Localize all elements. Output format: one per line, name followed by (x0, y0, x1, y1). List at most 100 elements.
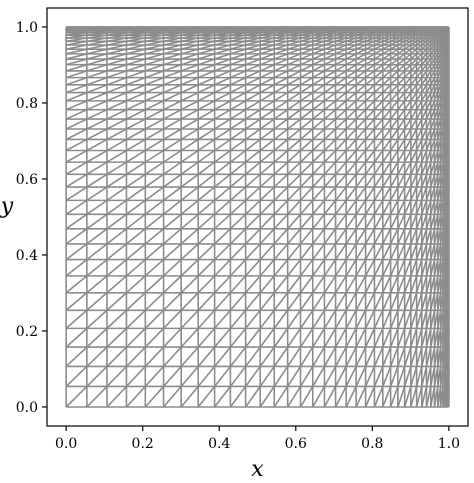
mesh-diagonal-edge (197, 173, 216, 188)
mesh-diagonal-edge (444, 174, 448, 188)
mesh-diagonal-edge (373, 186, 384, 201)
mesh-diagonal-edge (439, 200, 444, 215)
mesh-diagonal-edge (86, 309, 108, 329)
mesh-diagonal-edge (66, 34, 87, 39)
mesh-diagonal-edge (444, 70, 448, 78)
mesh-diagonal-edge (324, 58, 336, 66)
mesh-diagonal-edge (429, 214, 436, 230)
mesh-diagonal-edge (274, 37, 288, 43)
mesh-diagonal-edge (444, 118, 448, 130)
mesh-diagonal-edge (334, 366, 347, 387)
mesh-diagonal-edge (300, 76, 314, 86)
mesh-diagonal-edge (433, 310, 439, 329)
mesh-diagonal-edge (444, 30, 448, 34)
mesh-diagonal-edge (334, 173, 347, 188)
mesh-diagonal-edge (335, 32, 347, 36)
mesh-diagonal-edge (197, 109, 216, 120)
mesh-diagonal-edge (439, 53, 444, 60)
mesh-diagonal-edge (300, 48, 314, 55)
mesh-diagonal-edge (106, 28, 127, 32)
mesh-diagonal-edge (421, 48, 428, 55)
mesh-diagonal-edge (245, 138, 261, 152)
y-tick-label: 0.2 (16, 324, 38, 340)
mesh-diagonal-edge (373, 173, 384, 188)
mesh-diagonal-edge (273, 48, 288, 55)
mesh-diagonal-edge (197, 275, 216, 294)
mesh-diagonal-edge (433, 77, 439, 86)
mesh-diagonal-edge (410, 118, 418, 130)
mesh-diagonal-edge (365, 70, 375, 79)
mesh-diagonal-edge (373, 228, 384, 245)
mesh-diagonal-edge (274, 32, 288, 36)
mesh-diagonal-edge (397, 109, 406, 120)
mesh-diagonal-edge (439, 128, 444, 140)
mesh-diagonal-edge (334, 228, 347, 245)
mesh-diagonal-edge (163, 37, 182, 43)
mesh-diagonal-edge (365, 28, 375, 32)
mesh-diagonal-edge (421, 32, 427, 36)
mesh-diagonal-edge (145, 44, 164, 50)
mesh-diagonal-edge (365, 40, 375, 46)
mesh-diagonal-edge (345, 186, 357, 201)
mesh-diagonal-edge (439, 92, 444, 102)
mesh-diagonal-edge (65, 292, 88, 311)
mesh-diagonal-edge (382, 32, 391, 36)
mesh-diagonal-edge (299, 309, 314, 329)
mesh-diagonal-edge (126, 37, 146, 43)
mesh-diagonal-edge (144, 91, 164, 102)
mesh-diagonal-edge (436, 214, 442, 229)
mesh-diagonal-edge (299, 128, 314, 141)
mesh-diagonal-edge (421, 228, 428, 245)
mesh-diagonal-edge (106, 138, 127, 152)
mesh-diagonal-edge (66, 37, 87, 43)
mesh-diagonal-edge (397, 243, 406, 260)
mesh-diagonal-edge (397, 84, 406, 94)
mesh-diagonal-edge (433, 118, 439, 130)
mesh-diagonal-edge (345, 173, 357, 188)
mesh-diagonal-edge (197, 292, 216, 311)
mesh-diagonal-edge (126, 100, 146, 111)
mesh-diagonal-edge (312, 28, 325, 32)
mesh-diagonal-edge (214, 44, 231, 50)
mesh-diagonal-edge (433, 58, 439, 66)
mesh-diagonal-edge (415, 70, 423, 79)
mesh-diagonal-edge (445, 44, 449, 50)
mesh-diagonal-edge (425, 200, 432, 215)
mesh-diagonal-edge (125, 186, 146, 202)
mesh-diagonal-edge (365, 27, 375, 31)
mesh-diagonal-edge (425, 128, 432, 140)
mesh-diagonal-edge (365, 48, 375, 55)
mesh-diagonal-edge (335, 37, 347, 43)
mesh-diagonal-edge (410, 32, 417, 36)
mesh-diagonal-edge (323, 199, 337, 215)
mesh-diagonal-edge (299, 228, 314, 245)
mesh-diagonal-edge (433, 161, 439, 175)
mesh-diagonal-edge (197, 161, 216, 175)
mesh-diagonal-edge (323, 292, 337, 311)
mesh-diagonal-edge (373, 243, 384, 260)
mesh-diagonal-edge (144, 138, 164, 152)
mesh-diagonal-edge (300, 91, 314, 102)
mesh-diagonal-edge (436, 292, 442, 311)
mesh-diagonal-edge (300, 37, 313, 43)
mesh-diagonal-edge (259, 161, 275, 175)
mesh-diagonal-edge (439, 44, 444, 50)
mesh-diagonal-edge (345, 243, 357, 261)
mesh-diagonal-edge (86, 228, 108, 245)
mesh-diagonal-edge (106, 309, 128, 329)
mesh-diagonal-edge (245, 53, 261, 60)
mesh-diagonal-edge (106, 346, 128, 368)
mesh-diagonal-edge (437, 58, 442, 66)
mesh-diagonal-edge (335, 34, 347, 39)
mesh-diagonal-edge (214, 259, 231, 277)
mesh-diagonal-edge (410, 346, 418, 367)
mesh-diagonal-edge (433, 34, 439, 39)
mesh-diagonal-edge (364, 346, 376, 367)
mesh-diagonal-edge (323, 118, 337, 130)
mesh-diagonal-edge (180, 58, 199, 66)
mesh-diagonal-edge (445, 109, 449, 120)
mesh-diagonal-edge (403, 200, 412, 215)
mesh-diagonal-edge (163, 30, 182, 34)
mesh-diagonal-edge (415, 139, 423, 151)
mesh-diagonal-edge (245, 70, 261, 79)
